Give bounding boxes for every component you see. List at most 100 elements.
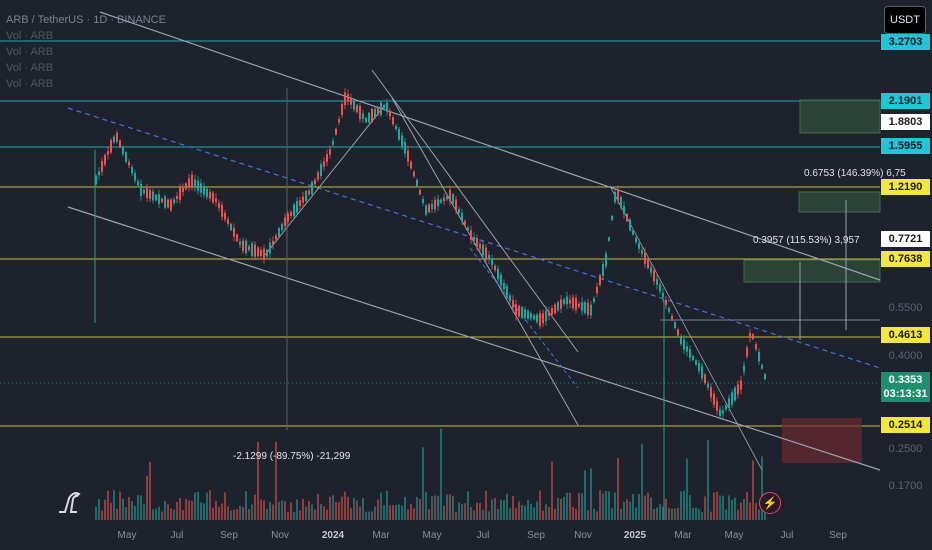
candle [602, 263, 604, 277]
volume-bar [554, 508, 556, 520]
volume-bar [350, 508, 352, 520]
volume-bar [311, 504, 313, 520]
candle [377, 107, 379, 115]
study-volume-2[interactable]: Vol · ARB [6, 46, 54, 58]
volume-bar [233, 509, 235, 520]
candle [203, 186, 205, 195]
candle [137, 181, 139, 186]
candle [248, 246, 250, 251]
volume-bar [164, 501, 166, 520]
volume-bar [566, 492, 568, 520]
tag-0-5500: 0.5500 [888, 302, 923, 314]
volume-bar [227, 506, 229, 520]
volume-bar [215, 500, 217, 520]
time-label: Jul [476, 530, 490, 541]
candle [158, 194, 160, 204]
time-label: Mar [674, 530, 692, 541]
symbol-title[interactable]: ARB / TetherUS · 1D · BINANCE [6, 14, 166, 26]
candle [635, 237, 637, 243]
candle [314, 179, 316, 185]
volume-bar [662, 506, 664, 520]
volume-bar [710, 511, 712, 520]
volume-bar [608, 491, 610, 520]
volume-bar [533, 507, 535, 520]
candle [476, 238, 478, 247]
volume-bar [725, 509, 727, 520]
candle [266, 249, 268, 257]
candle [434, 199, 436, 210]
tradingview-logo-icon[interactable] [55, 486, 85, 516]
tag-0-4000: 0.4000 [888, 350, 923, 362]
candle [398, 128, 400, 140]
volume-bar [548, 507, 550, 520]
volume-bar [470, 507, 472, 520]
tag-1-8803: 1.8803 [881, 114, 930, 130]
volume-bar [278, 501, 280, 520]
volume-bar [410, 504, 412, 520]
volume-bar [293, 511, 295, 520]
candle [455, 199, 457, 211]
volume-bar [467, 491, 469, 520]
candle [509, 295, 511, 301]
candle [683, 339, 685, 350]
volume-bar [707, 440, 709, 520]
candle [134, 173, 136, 181]
candle [308, 190, 310, 195]
volume-bar [209, 490, 211, 520]
candle [629, 219, 631, 231]
volume-bar [152, 509, 154, 520]
candle [236, 234, 238, 242]
candle [569, 299, 571, 304]
volume-bar [572, 506, 574, 520]
volume-bar [155, 508, 157, 520]
volume-bar [182, 510, 184, 520]
candle [155, 194, 157, 201]
candle [98, 171, 100, 176]
candle [338, 119, 340, 123]
volume-bar [128, 497, 130, 520]
candle [611, 215, 613, 221]
candle [419, 189, 421, 195]
candle [719, 409, 721, 417]
volume-bar [695, 507, 697, 520]
tag-1-5955: 1.5955 [881, 138, 930, 154]
candle [659, 284, 661, 292]
volume-bar [206, 492, 208, 520]
candle [479, 243, 481, 249]
volume-bar [197, 491, 199, 520]
volume-bar [188, 500, 190, 520]
candle [299, 200, 301, 207]
volume-bar [338, 502, 340, 520]
study-volume-1[interactable]: Vol · ARB [6, 30, 54, 42]
candle [260, 249, 262, 257]
channel-upper-line [99, 11, 881, 281]
candle [443, 197, 445, 201]
candle [524, 309, 526, 318]
volume-bar [545, 504, 547, 520]
candle [494, 265, 496, 271]
candle [539, 313, 541, 327]
target-measure-label-1: 0.6753 (146.39%) 6,75 [804, 168, 906, 179]
volume-bar [296, 499, 298, 520]
volume-bar [143, 504, 145, 520]
volume-bar [374, 506, 376, 520]
candle [656, 279, 658, 285]
volume-bar [335, 502, 337, 520]
candle [332, 140, 334, 145]
volume-bar [683, 490, 685, 520]
candle [431, 203, 433, 209]
candle [533, 314, 535, 320]
lightning-icon[interactable]: ⚡ [759, 492, 781, 514]
study-volume-3[interactable]: Vol · ARB [6, 62, 54, 74]
candle [572, 297, 574, 309]
study-volume-4[interactable]: Vol · ARB [6, 78, 54, 90]
candle [179, 187, 181, 200]
candle [185, 183, 187, 190]
target-box-1 [799, 99, 881, 134]
volume-bar [518, 501, 520, 520]
currency-button[interactable]: USDT [884, 6, 926, 34]
candle [548, 311, 550, 316]
candle [740, 380, 742, 390]
